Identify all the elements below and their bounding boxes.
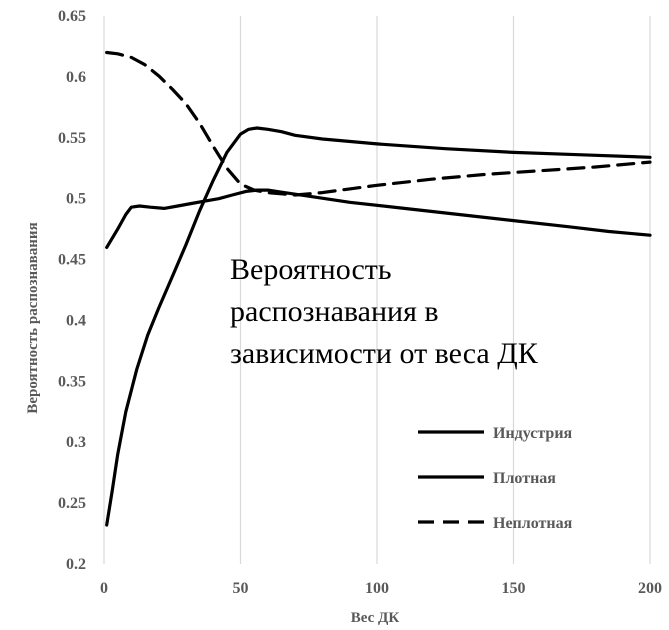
chart-annotation: Вероятность распознавания в зависимости … [230,253,539,370]
y-tick-label: 0.65 [58,8,86,25]
y-tick-label: 0.35 [58,373,86,390]
y-tick-label: 0.4 [66,312,86,329]
y-tick-label: 0.45 [58,252,86,269]
y-tick-label: 0.25 [58,495,86,512]
x-tick-label: 0 [100,580,108,597]
y-tick-label: 0.2 [66,556,86,573]
legend-label: Неплотная [493,515,573,532]
y-tick-labels: 0.2 0.25 0.3 0.35 0.4 0.45 0.5 0.55 0.6 0.65 [58,8,86,573]
legend: Индустрия Плотная Неплотная [418,425,573,532]
x-tick-labels: 0 50 100 150 200 [100,580,662,597]
y-tick-label: 0.5 [66,191,86,208]
series-line [105,126,652,527]
x-tick-label: 100 [365,580,389,597]
y-tick-label: 0.55 [58,130,86,147]
gridlines [103,16,651,564]
annotation-line-2: распознавания в [230,295,439,328]
annotation-line-1: Вероятность [230,253,392,286]
y-tick-label: 0.6 [66,69,86,86]
series-line [105,50,652,197]
x-axis-title: Вес ДК [351,610,400,626]
y-axis-title: Вероятность распознавания [25,222,41,413]
y-tick-label: 0.3 [66,434,86,451]
legend-label: Плотная [493,470,556,487]
x-tick-label: 200 [638,580,662,597]
series-lines [105,50,652,527]
legend-label: Индустрия [493,425,573,442]
x-tick-label: 150 [502,580,526,597]
series-line [105,188,652,249]
annotation-line-3: зависимости от веса ДК [230,337,539,370]
x-tick-label: 50 [233,580,249,597]
